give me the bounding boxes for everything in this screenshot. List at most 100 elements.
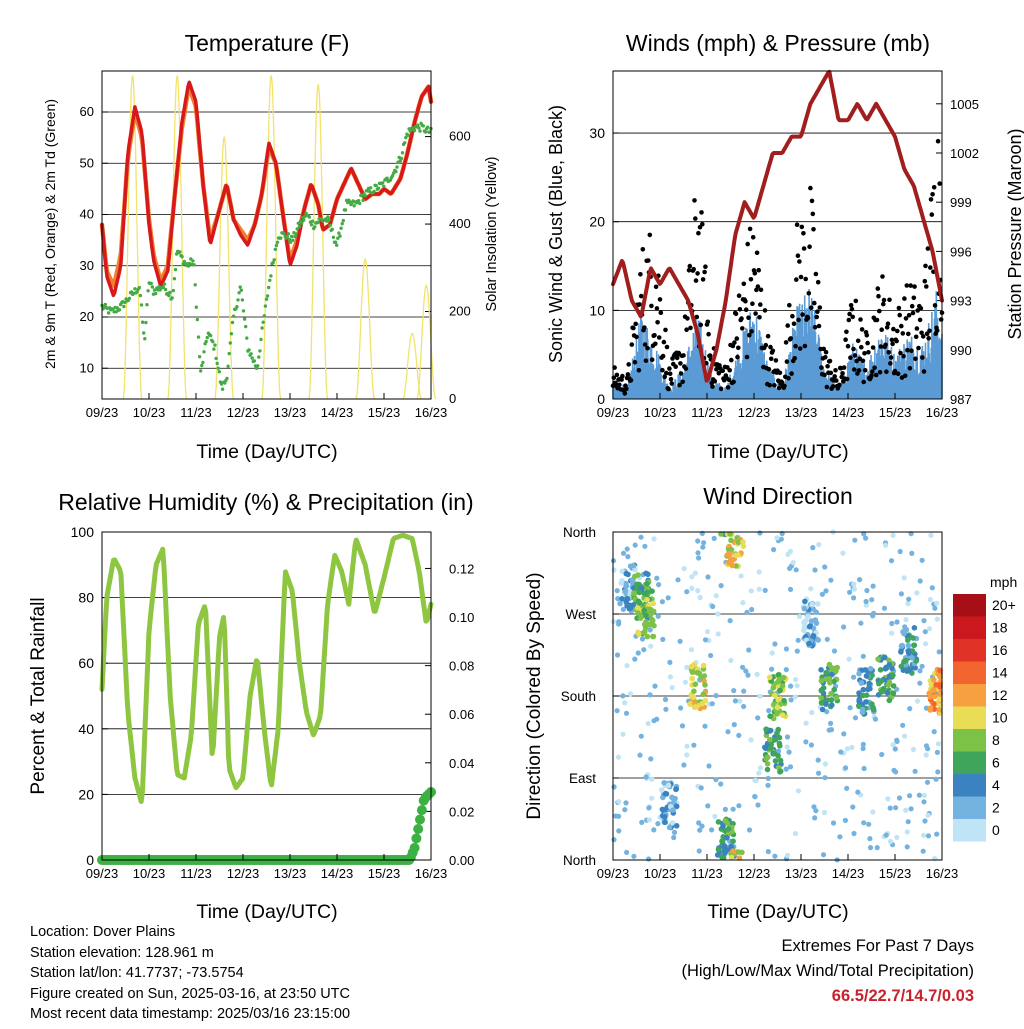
direction-point [763,726,769,732]
direction-point [689,669,696,675]
direction-point [823,588,829,594]
dewpoint-point [286,232,291,236]
gust-point [877,370,883,375]
direction-point [775,672,782,678]
direction-point [637,752,643,758]
gust-point [734,336,740,341]
gust-point [914,326,920,331]
direction-point [901,630,907,637]
direction-point [643,612,649,619]
dewpoint-point [106,311,111,315]
direction-point [636,589,643,596]
gust-point [693,216,698,221]
direction-point [656,582,662,588]
y-tick-label: 50 [80,155,94,170]
direction-point [623,583,630,589]
legend-label: 8 [992,732,1000,748]
gust-point [875,286,881,291]
direction-point [718,531,724,537]
direction-point [643,774,649,780]
gust-point [805,315,811,321]
y2-tick-label: 996 [950,244,972,259]
legend-swatch [953,729,986,752]
direction-point [679,723,686,729]
direction-point [695,550,701,556]
direction-point [792,694,799,700]
dewpoint-point [231,314,236,318]
plot-frame [101,531,432,861]
gust-point [870,369,875,374]
direction-point [745,672,751,678]
dewpoint-point [202,350,206,354]
dewpoint-point [412,128,417,133]
dewpoint-point [226,364,230,368]
x-tick-label: 12/23 [738,405,771,420]
y2-tick-label: 987 [950,392,972,407]
x-tick-label: 15/23 [879,866,912,881]
direction-point [902,733,908,739]
gust-point [653,284,659,290]
gust-point [837,382,842,388]
direction-point [636,600,642,606]
direction-point [910,746,917,753]
direction-point [933,776,939,782]
direction-point [623,570,630,577]
direction-point [632,542,638,548]
direction-point [860,686,867,693]
gust-point [843,337,848,343]
direction-point [616,799,622,805]
gust-point [646,258,651,263]
dewpoint-point [416,123,420,127]
dewpoint-point [356,199,361,203]
gust-point [684,327,689,333]
gust-point [904,283,910,288]
y2-tick-label: 0.04 [449,756,474,771]
direction-point [713,693,719,699]
gust-point [896,305,902,311]
x-tick-label: 13/23 [785,866,818,881]
station-info: Location: Dover Plains Station elevation… [30,922,350,1025]
gust-point [629,342,635,347]
direction-point [718,583,724,589]
gust-point [840,371,845,376]
direction-point [625,554,631,560]
dewpoint-point [400,151,405,155]
gust-point [634,334,639,340]
panel-title: Temperature (F) [185,30,350,56]
direction-point [620,731,626,737]
gust-point [892,368,898,374]
legend-label: 16 [992,642,1008,658]
direction-point [775,697,781,703]
gust-point [800,312,805,317]
direction-point [843,765,849,771]
gust-point [798,274,804,280]
direction-point [874,845,880,851]
gust-point [739,316,744,321]
dewpoint-point [258,349,262,353]
gust-point [741,281,747,287]
legend-label: 2 [992,800,1000,816]
gust-point [699,210,704,215]
gust-point [706,331,711,337]
gust-point [649,303,654,309]
direction-point [649,776,655,782]
direction-point [718,781,724,787]
y2-tick-label: 990 [950,343,972,358]
direction-point [728,843,734,850]
gust-point [847,311,852,317]
direction-point [805,613,811,620]
dewpoint-point [154,291,158,296]
y-tick-label: 20 [80,309,94,324]
gust-point [823,355,828,360]
direction-point [911,664,918,671]
direction-point [702,637,709,643]
gust-point [640,247,646,252]
direction-point [705,574,711,580]
gust-point [789,371,794,376]
dewpoint-point [244,324,248,329]
direction-point [934,749,941,756]
gust-point [909,303,915,309]
gust-point [693,278,699,283]
gust-point [869,373,874,378]
direction-point [924,779,931,785]
